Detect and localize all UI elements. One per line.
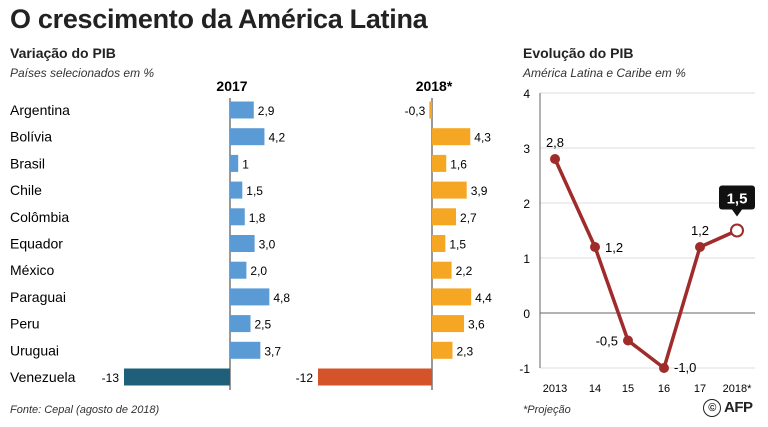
data-label: 1,2 <box>605 240 623 255</box>
bar-2017 <box>230 235 255 252</box>
bar-2018-label: 4,4 <box>475 291 492 305</box>
country-label: Chile <box>10 182 42 198</box>
data-label: -1,0 <box>674 360 696 375</box>
bar-2018 <box>432 208 457 226</box>
y-tick-label: 0 <box>523 307 530 321</box>
bar-2018 <box>432 261 452 279</box>
country-label: Colômbia <box>10 209 69 225</box>
x-tick-label: 2013 <box>543 383 567 395</box>
bar-2018-label: 1,5 <box>449 238 466 252</box>
bar-2018-label: 4,3 <box>474 131 491 145</box>
bar-2017 <box>230 101 254 119</box>
bar-2017 <box>230 261 247 279</box>
bar-2017-label: 2,5 <box>255 318 272 332</box>
country-label: Venezuela <box>10 369 76 385</box>
bar-2017 <box>230 208 245 226</box>
highlight-label-pointer <box>732 209 742 217</box>
bar-2018 <box>432 128 471 146</box>
y-tick-label: 2 <box>523 197 530 211</box>
x-tick-label: 2018* <box>723 383 752 395</box>
bar-2017 <box>230 341 261 359</box>
bar-2017-label: 1 <box>242 157 249 171</box>
bar-2017-label: 3,0 <box>259 238 276 252</box>
bar-2017-label: 1,8 <box>249 211 266 225</box>
left-note: Países selecionados em % <box>10 66 155 80</box>
afp-logo-text: AFP <box>724 399 753 416</box>
y-tick-label: -1 <box>519 362 530 376</box>
data-label: 2,8 <box>546 135 564 150</box>
bar-2017 <box>230 154 239 172</box>
bar-2018-label: 3,6 <box>468 318 485 332</box>
bar-2017 <box>230 181 243 199</box>
bar-2018 <box>432 341 453 359</box>
right-subtitle: Evolução do PIB <box>523 45 634 61</box>
copyright-icon: © <box>703 399 721 418</box>
bar-2017-label: 4,8 <box>273 291 290 305</box>
bar-2017 <box>230 288 270 306</box>
footnote: *Projeção <box>523 404 571 416</box>
series-line <box>553 158 738 370</box>
x-tick-label: 17 <box>694 383 706 395</box>
bar-2018-label: 2,7 <box>460 211 477 225</box>
bar-2018-label: 2,3 <box>456 344 473 358</box>
right-note: América Latina e Caribe em % <box>523 66 686 80</box>
y-tick-label: 1 <box>523 252 530 266</box>
bar-2018-label: -0,3 <box>405 104 426 118</box>
data-label: 1,2 <box>691 223 709 238</box>
country-label: Bolívia <box>10 129 52 145</box>
bar-2017-label: 4,2 <box>268 131 285 145</box>
bar-2018 <box>432 235 446 252</box>
country-label: Uruguai <box>10 342 59 358</box>
afp-logo: © AFP <box>703 399 753 418</box>
bar-2017 <box>230 315 251 333</box>
bar-2018-label: 1,6 <box>450 157 467 171</box>
country-label: Argentina <box>10 102 70 118</box>
bar-2017-label: 1,5 <box>246 184 263 198</box>
data-point <box>659 363 669 373</box>
bar-2017-label: 2,0 <box>250 264 267 278</box>
bar-2017-label: 3,7 <box>264 344 281 358</box>
bar-2017 <box>124 368 230 386</box>
country-label: México <box>10 262 55 278</box>
data-point-projection <box>730 223 744 238</box>
x-tick-label: 16 <box>658 383 670 395</box>
bar-2018-label: 3,9 <box>471 184 488 198</box>
bar-2018 <box>432 315 465 333</box>
x-tick-label: 14 <box>589 383 601 395</box>
data-label: -0,5 <box>596 334 618 349</box>
bar-2018 <box>429 101 432 119</box>
highlight-label-box <box>719 185 755 210</box>
data-point <box>550 154 560 164</box>
bar-2018 <box>432 154 447 172</box>
country-label: Brasil <box>10 155 45 171</box>
bar-2018-label: 2,2 <box>456 264 473 278</box>
page-title: O crescimento da América Latina <box>10 4 428 34</box>
bar-2017-label: -13 <box>102 371 120 385</box>
column-header-2018: 2018* <box>416 78 453 94</box>
bar-2018 <box>432 288 472 306</box>
highlight-label: 1,5 <box>727 191 748 208</box>
data-point <box>695 242 705 252</box>
bar-2018 <box>318 368 432 386</box>
bar-2017-label: 2,9 <box>258 104 275 118</box>
country-label: Peru <box>10 316 40 332</box>
bar-2017 <box>230 128 265 146</box>
left-subtitle: Variação do PIB <box>10 45 116 61</box>
country-label: Paraguai <box>10 289 66 305</box>
column-header-2017: 2017 <box>216 78 247 94</box>
y-tick-label: 4 <box>523 87 530 101</box>
data-point <box>623 335 633 346</box>
bar-2018 <box>432 181 467 199</box>
y-tick-label: 3 <box>523 142 530 156</box>
data-point <box>590 242 600 252</box>
x-tick-label: 15 <box>622 383 634 395</box>
bar-2018-label: -12 <box>296 371 314 385</box>
country-label: Equador <box>10 236 63 252</box>
source-note: Fonte: Cepal (agosto de 2018) <box>10 404 160 416</box>
